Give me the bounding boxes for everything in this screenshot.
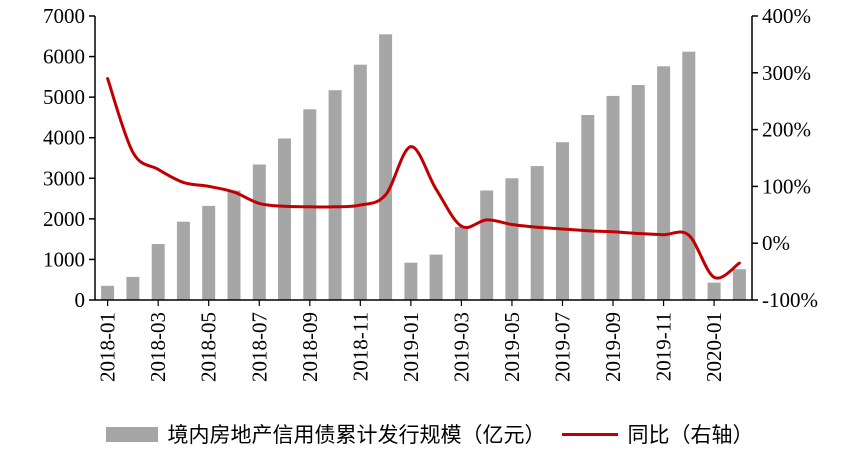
x-axis-label: 2018-09 [298,312,322,382]
bar-2018-08 [278,138,291,300]
bar-2019-04 [480,190,494,300]
bar-2018-09 [303,109,317,300]
bar-series-swatch [105,426,158,442]
left-axis-label: 6000 [43,45,85,69]
x-axis-label: 2020-01 [702,312,726,382]
x-axis-label: 2018-03 [146,312,170,382]
left-axis-label: 1000 [43,247,85,271]
right-axis-label: -100% [762,288,818,312]
right-axis-label: 300% [762,61,811,85]
x-axis-label: 2019-03 [449,312,473,382]
right-axis-label: 100% [762,174,811,198]
left-axis-label: 0 [75,288,86,312]
yoy-line [106,77,741,280]
chart-canvas: 0 1000 2000 3000 4000 5000 6000 7000 -100% 0% 100%… [43,4,818,382]
bar-2019-02 [429,254,443,300]
x-axis-label: 2018-01 [96,312,120,382]
left-axis-label: 3000 [43,166,85,190]
bar-2018-10 [328,90,342,300]
bar-2018-07 [252,164,266,300]
x-axis-label: 2019-11 [652,312,676,381]
bar-2018-02 [126,276,140,300]
bar-2019-01 [404,262,418,300]
bar-2018-06 [227,190,241,300]
bar-2019-10 [631,85,645,300]
bar-2018-03 [151,244,165,300]
legend-item-line: 同比（右轴） [561,419,754,449]
right-axis-label: 200% [762,118,811,142]
x-axis-label: 2018-11 [348,312,372,381]
left-axis-label: 2000 [43,207,85,231]
left-axis-label: 4000 [43,126,85,150]
x-axis-label: 2019-01 [399,312,423,382]
x-axis-label: 2019-07 [551,312,575,382]
bar-2020-02 [732,269,746,300]
right-axis-label: 0% [762,231,790,255]
right-axis-label: 400% [762,4,811,28]
bar-2019-05 [505,178,519,300]
left-axis-label: 5000 [43,85,85,109]
x-axis-label: 2018-07 [247,312,271,382]
bar-2018-04 [176,221,190,300]
bar-2019-06 [530,166,544,300]
bar-2020-01 [707,282,721,300]
bar-2019-12 [682,51,696,301]
bar-2018-01 [101,285,115,300]
legend-item-bar: 境内房地产信用债累计发行规模（亿元） [105,419,546,449]
chart-legend: 境内房地产信用债累计发行规模（亿元） 同比（右轴） [0,410,859,458]
x-axis-label: 2019-05 [500,312,524,382]
bar-2019-07 [556,142,569,300]
bar-2019-09 [606,95,620,301]
x-axis-label: 2018-05 [197,312,221,382]
x-axis-label: 2019-09 [601,312,625,382]
left-axis-label: 7000 [43,4,85,28]
bar-2018-11 [353,64,367,300]
bar-2019-03 [454,227,468,300]
bar-series-label: 境内房地产信用债累计发行规模（亿元） [167,423,546,447]
bar-2019-11 [657,66,671,300]
bar-2018-05 [202,205,216,300]
line-series-swatch [561,432,618,436]
bar-2018-12 [379,34,393,301]
line-series-label: 同比（右轴） [627,423,754,447]
bar-2019-08 [581,115,595,300]
